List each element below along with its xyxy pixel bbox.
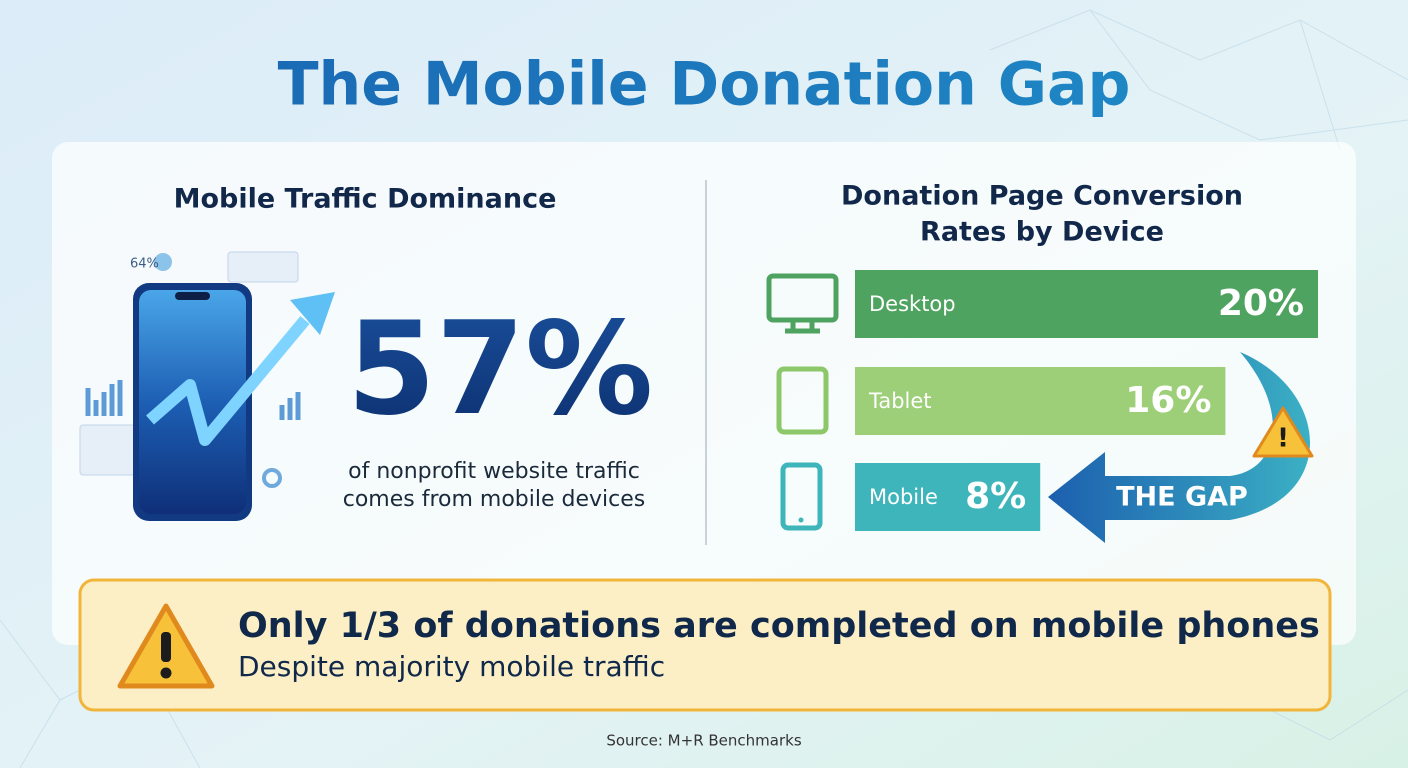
- phone-illustration: [79, 251, 335, 521]
- callout-subtext: Despite majority mobile traffic: [238, 650, 665, 683]
- value-label: 8%: [965, 476, 1026, 517]
- value-label: 16%: [1125, 380, 1211, 421]
- gap-warning: !: [1252, 406, 1314, 458]
- section-heading: Mobile Traffic Dominance: [174, 184, 557, 215]
- callout-headline: Only 1/3 of donations are completed on m…: [238, 606, 1320, 646]
- bar: [855, 367, 1226, 435]
- gap-arrow: [1048, 352, 1310, 543]
- stat-value: 57%: [347, 295, 653, 444]
- category-label: Mobile: [869, 485, 938, 509]
- page-title: The Mobile Donation Gap: [278, 50, 1131, 120]
- category-label: Tablet: [868, 389, 932, 413]
- value-label: 20%: [1218, 283, 1304, 324]
- device-icons: [766, 273, 839, 531]
- chart-title: Donation Page Conversion: [841, 181, 1243, 212]
- stat-caption: of nonprofit website traffic: [348, 459, 640, 484]
- category-label: Desktop: [869, 292, 956, 316]
- gap-label: THE GAP: [1116, 482, 1248, 513]
- svg-text:!: !: [1277, 424, 1289, 454]
- callout-box: [78, 578, 1332, 712]
- source: Source: M+R Benchmarks: [606, 732, 801, 750]
- illustration-label: 64%: [130, 257, 159, 272]
- bar: [855, 463, 1041, 531]
- chart-title: Rates by Device: [920, 217, 1164, 248]
- bar: [855, 270, 1318, 338]
- stat-caption: comes from mobile devices: [343, 487, 646, 512]
- warning-icon: [117, 603, 215, 689]
